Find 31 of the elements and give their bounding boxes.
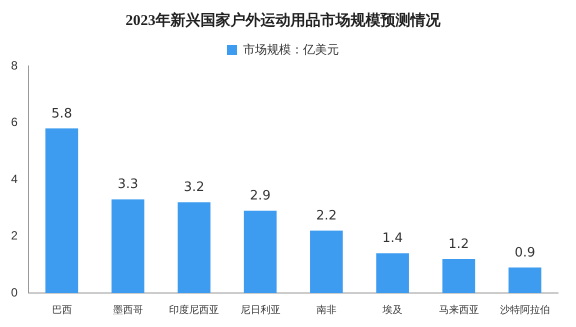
data-label: 2.2 xyxy=(316,208,337,224)
data-label: 3.3 xyxy=(118,177,138,192)
data-label: 3.2 xyxy=(184,180,204,196)
bar xyxy=(244,210,277,293)
data-label: 5.8 xyxy=(51,106,72,122)
data-label: 0.9 xyxy=(514,245,536,260)
x-tick-label: 沙特阿拉伯 xyxy=(500,304,550,316)
bar xyxy=(45,128,78,293)
y-tick-label: 8 xyxy=(10,58,18,72)
bar xyxy=(376,253,409,293)
x-tick-label: 尼日利亚 xyxy=(240,304,280,316)
bar xyxy=(178,202,210,293)
bar xyxy=(508,267,542,293)
data-label: 2.9 xyxy=(250,188,271,204)
x-tick-label: 印度尼西亚 xyxy=(169,304,220,316)
y-tick-label: 2 xyxy=(10,228,18,243)
bar xyxy=(442,258,476,293)
x-tick-label: 埃及 xyxy=(382,304,403,316)
y-tick-label: 4 xyxy=(10,172,18,186)
y-tick-label: 6 xyxy=(10,115,18,130)
x-tick-label: 巴西 xyxy=(52,304,72,316)
chart-title: 2023年新兴国家户外运动用品市场规模预测情况 xyxy=(126,10,442,29)
y-tick-label: 0 xyxy=(10,285,18,300)
x-tick-label: 墨西哥 xyxy=(112,304,143,316)
x-tick-label: 马来西亚 xyxy=(438,304,479,316)
legend-label: 市场规模：亿美元 xyxy=(243,42,339,56)
bar xyxy=(310,230,343,293)
data-label: 1.2 xyxy=(448,236,470,252)
bar xyxy=(112,199,144,293)
x-tick-label: 南非 xyxy=(316,304,336,316)
data-label: 1.4 xyxy=(382,231,403,246)
